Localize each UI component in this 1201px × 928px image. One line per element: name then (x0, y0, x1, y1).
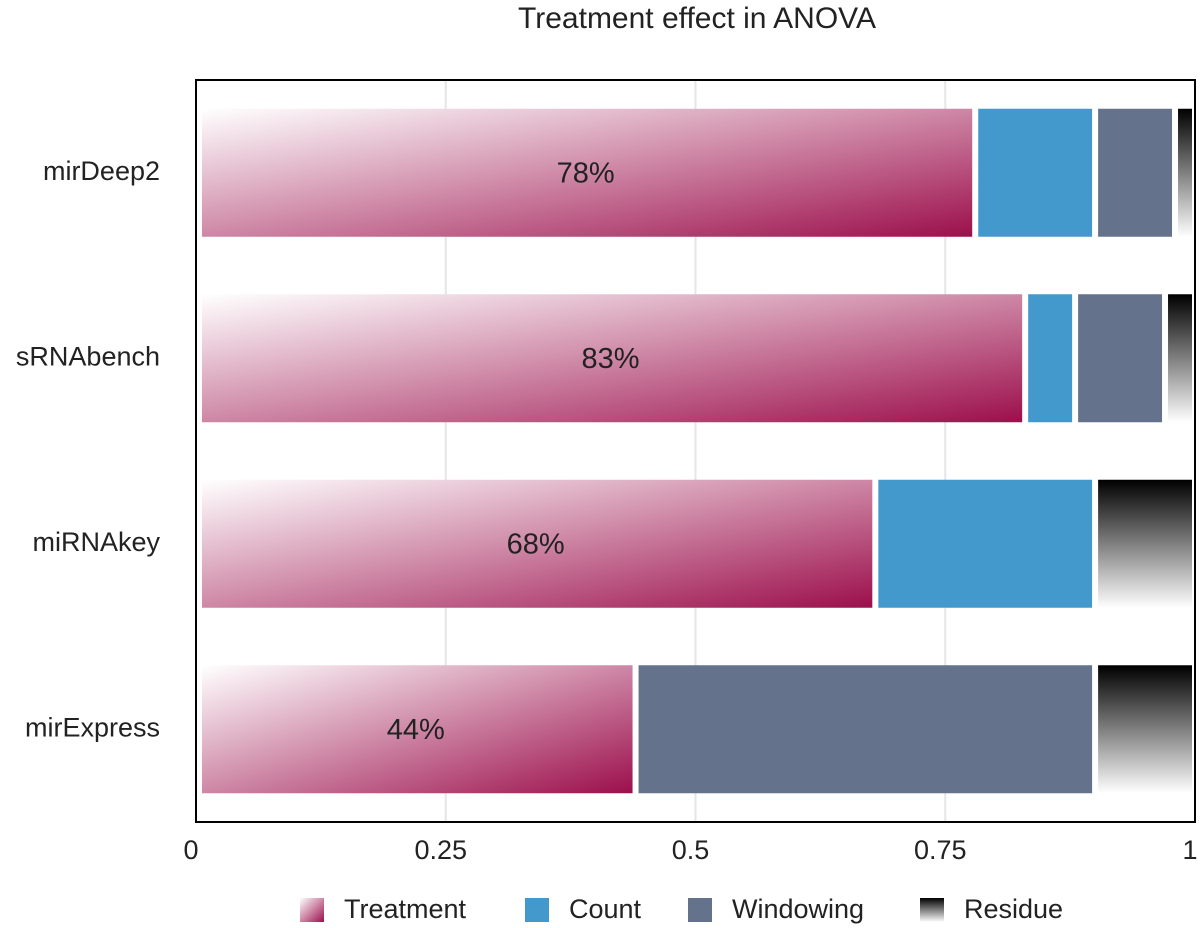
bar-segment (202, 108, 973, 237)
y-tick-label: mirExpress (25, 712, 160, 742)
y-tick-label: sRNAbench (16, 341, 160, 371)
bar-segment (1098, 108, 1173, 237)
legend-swatch (688, 898, 712, 922)
legend-swatch (300, 898, 324, 922)
legend-label: Windowing (732, 894, 864, 924)
plot-frame (195, 79, 1196, 823)
y-tick-label: mirDeep2 (43, 156, 160, 186)
bar-segment (1178, 108, 1192, 237)
x-tick-label: 1 (1182, 835, 1197, 865)
bar-segment (202, 479, 873, 608)
legend-swatch (920, 898, 944, 922)
data-label: 83% (582, 343, 640, 375)
x-tick-label: 0.5 (672, 835, 710, 865)
data-label: 78% (557, 157, 615, 189)
bar-segment (202, 294, 1023, 423)
bar-segment (638, 665, 1093, 794)
data-label: 44% (387, 714, 445, 746)
chart-title: Treatment effect in ANOVA (518, 2, 876, 35)
y-tick-label: miRNAkey (32, 527, 160, 557)
legend-swatch (525, 898, 549, 922)
bar-segment (1168, 294, 1192, 423)
x-tick-label: 0 (183, 835, 198, 865)
bar-segment (1028, 294, 1073, 423)
legend-label: Count (569, 894, 642, 924)
bar-segment (1078, 294, 1163, 423)
bar-segment (878, 479, 1093, 608)
x-tick-label: 0.25 (414, 835, 467, 865)
bar-segment (1098, 479, 1192, 608)
legend-label: Residue (964, 894, 1063, 924)
legend-label: Treatment (344, 894, 467, 924)
x-tick-label: 0.75 (914, 835, 967, 865)
bar-segment (1098, 665, 1192, 794)
data-label: 68% (507, 528, 565, 560)
bar-segment (978, 108, 1093, 237)
bar-segment (202, 665, 633, 794)
